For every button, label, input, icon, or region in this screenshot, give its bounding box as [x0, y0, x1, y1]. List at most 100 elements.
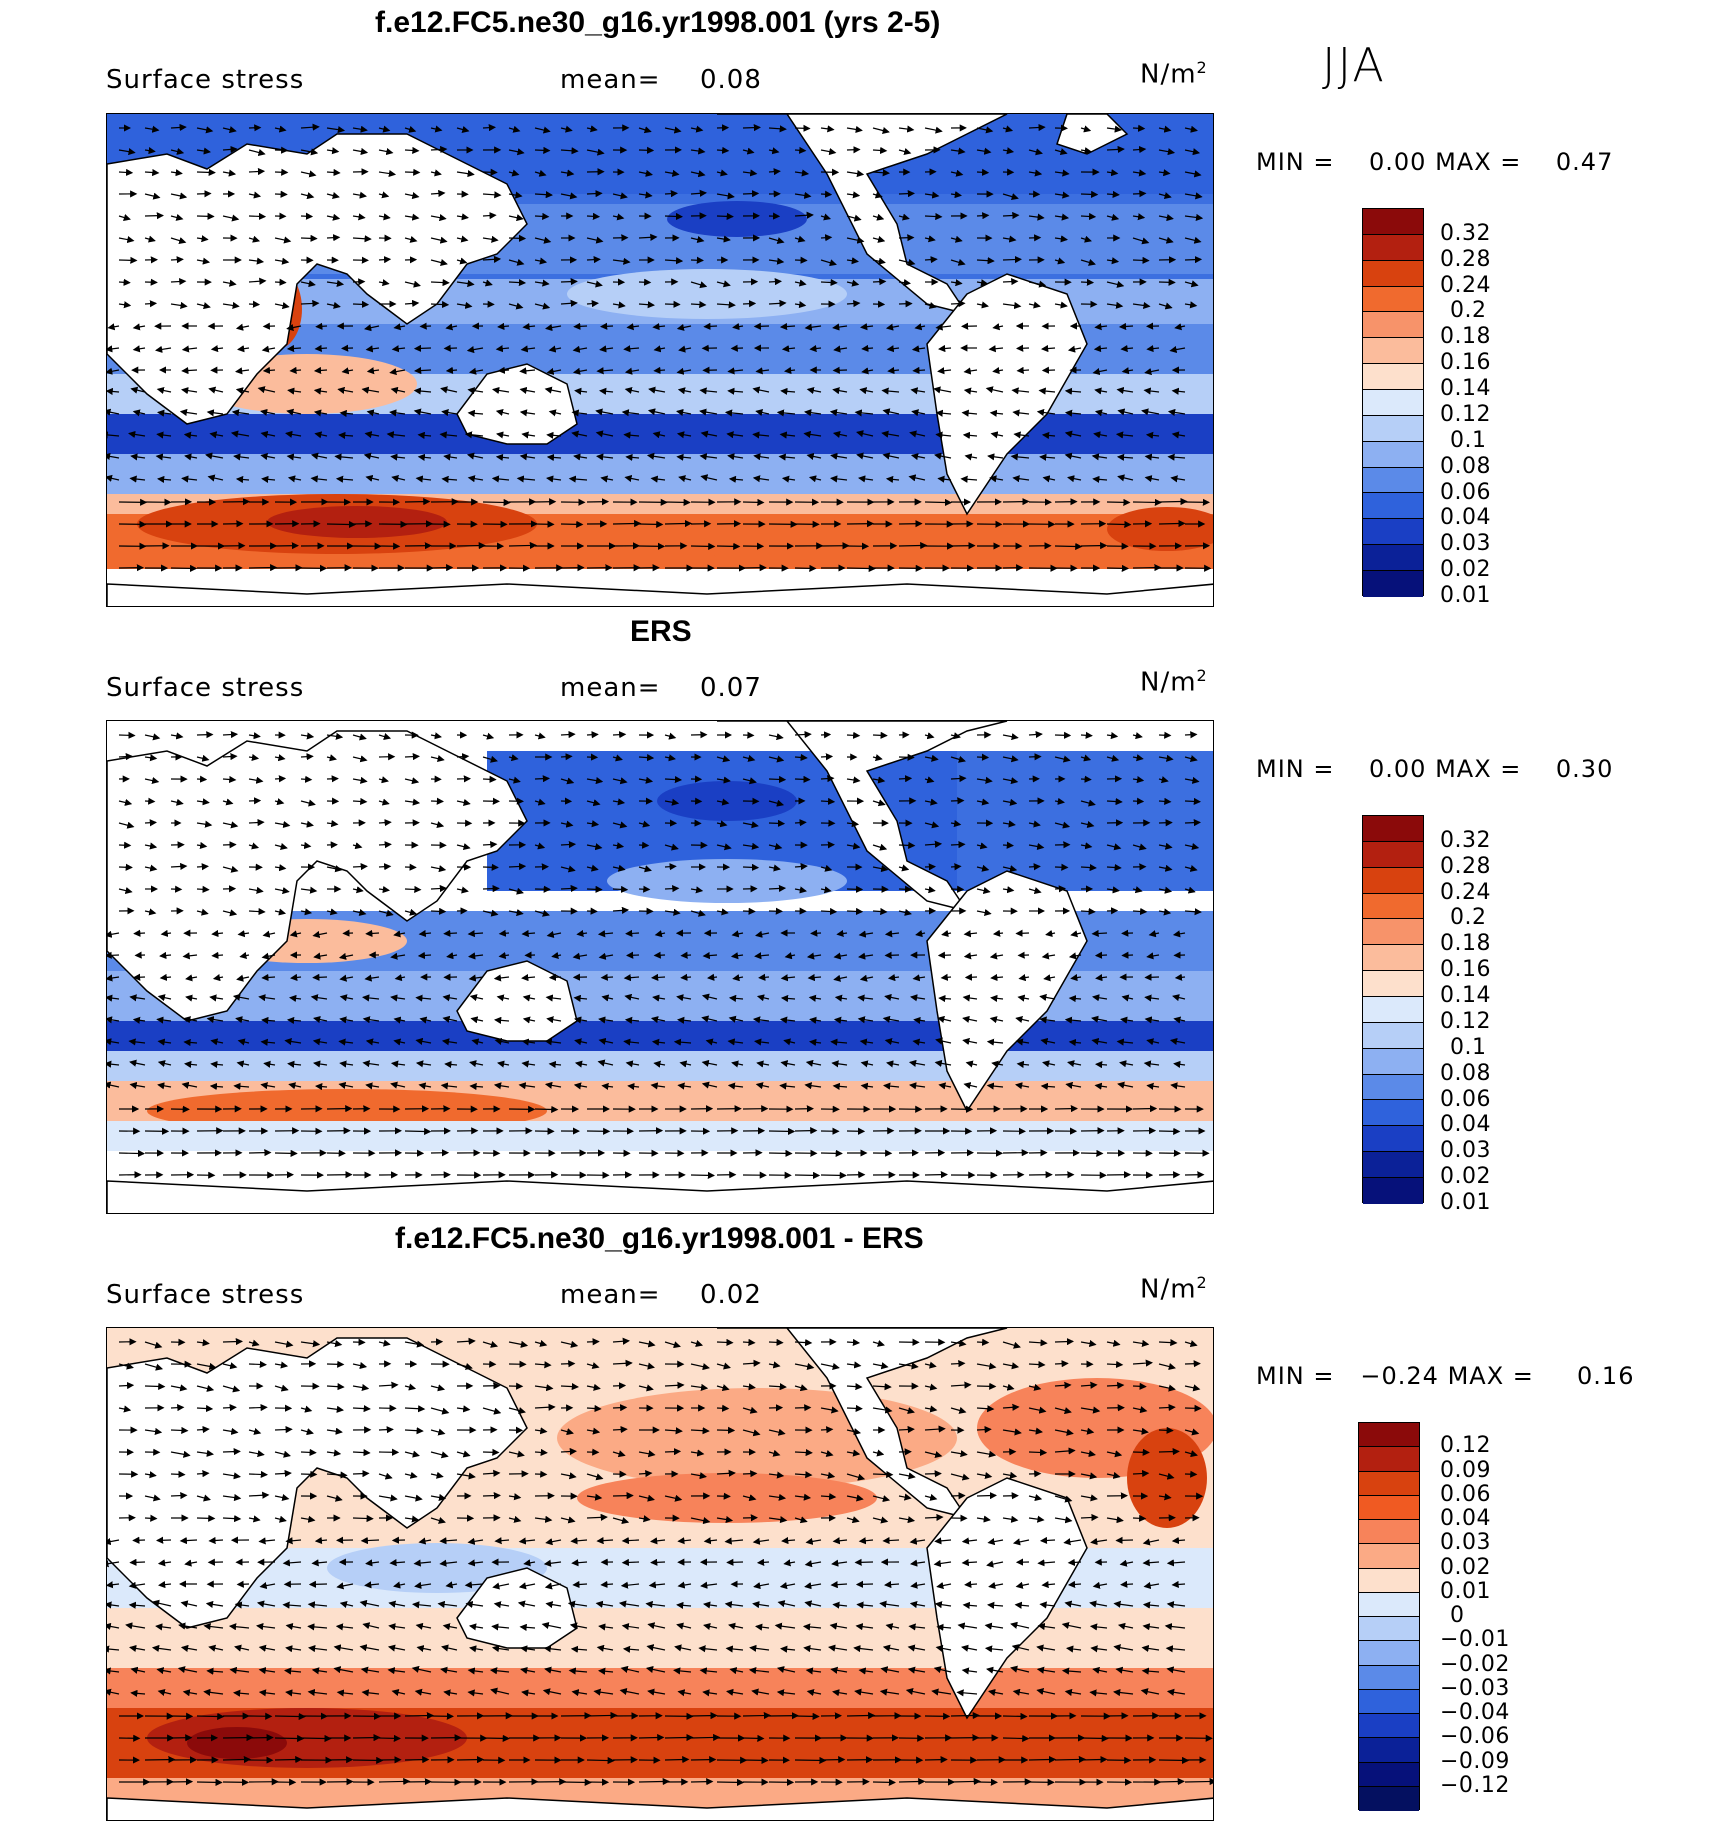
stress-vector	[655, 370, 666, 371]
stress-vector	[535, 150, 549, 151]
colorbar-tick-label: 0.2	[1450, 298, 1487, 323]
panel-3-mean-value: 0.02	[700, 1280, 762, 1310]
stress-vector	[431, 568, 452, 569]
stress-vector	[821, 911, 836, 912]
stress-vector	[681, 977, 691, 978]
stress-vector	[145, 1518, 156, 1519]
stress-vector	[249, 216, 265, 217]
colorbar-swatch	[1359, 1496, 1419, 1520]
stress-vector	[655, 955, 665, 956]
colorbar-tick-label: 0.06	[1440, 480, 1491, 505]
stress-vector	[665, 888, 678, 889]
stress-vector	[249, 1738, 273, 1739]
stress-vector	[821, 1153, 842, 1154]
stress-vector	[1041, 1540, 1055, 1541]
stress-vector	[107, 955, 119, 956]
colorbar-tick-label: 0.16	[1440, 350, 1491, 375]
stress-vector	[561, 1364, 574, 1365]
stress-vector	[1055, 867, 1067, 868]
stress-vector	[1003, 215, 1018, 216]
stress-vector	[769, 1153, 791, 1154]
colorbar-tick-label: 0.04	[1440, 1506, 1491, 1531]
colorbar-swatch	[1363, 338, 1423, 364]
stress-vector	[743, 127, 760, 128]
panel-3-field-label: Surface stress	[106, 1280, 304, 1310]
colorbar-swatch	[1363, 997, 1423, 1023]
panel-1-mean-label: mean=	[560, 65, 661, 95]
stress-vector	[613, 1496, 633, 1497]
colorbar-tick-label: −0.09	[1440, 1749, 1510, 1774]
stress-vector	[275, 282, 286, 283]
stress-vector	[743, 502, 763, 503]
stress-vector	[951, 1715, 979, 1716]
stress-vector	[379, 259, 390, 260]
colorbar-tick-label: −0.04	[1440, 1700, 1510, 1725]
stress-vector	[682, 955, 691, 956]
colorbar-tick-label: 0.18	[1440, 324, 1491, 349]
stress-vector	[1107, 524, 1130, 525]
stress-vector	[145, 801, 154, 802]
stress-vector	[769, 171, 780, 172]
stress-vector	[857, 1584, 873, 1585]
stress-vector	[415, 348, 431, 349]
stress-vector	[1017, 933, 1029, 934]
stress-vector	[847, 150, 859, 151]
colorbar-tick-label: 0.02	[1440, 1555, 1491, 1580]
panel-3-map	[106, 1327, 1214, 1821]
stress-vector	[613, 1429, 627, 1430]
stress-vector	[313, 977, 327, 978]
stress-vector	[873, 1474, 892, 1475]
colorbar-tick-label: 0.1	[1450, 428, 1487, 453]
colorbar-swatch	[1359, 1787, 1419, 1811]
stress-vector	[197, 889, 209, 890]
stress-vector	[171, 259, 183, 260]
stress-vector	[1133, 260, 1149, 261]
colorbar-swatch	[1359, 1569, 1419, 1593]
colorbar-swatch	[1363, 1152, 1423, 1178]
colorbar-swatch	[1363, 894, 1423, 920]
stress-vector	[847, 735, 859, 736]
stress-vector	[483, 888, 499, 889]
stress-vector	[821, 1429, 832, 1430]
colorbar-swatch	[1363, 312, 1423, 338]
stress-vector	[602, 977, 613, 978]
stress-vector	[1029, 866, 1040, 867]
stress-vector	[405, 150, 418, 151]
stress-vector	[197, 194, 210, 195]
stress-vector	[1121, 1584, 1133, 1585]
stress-vector	[197, 216, 214, 217]
stress-vector	[717, 1408, 728, 1409]
stress-vector	[171, 1430, 187, 1431]
stress-vector	[119, 1385, 133, 1386]
colorbar-swatch	[1363, 468, 1423, 494]
stress-vector	[223, 1738, 252, 1739]
colorbar-swatch	[1359, 1544, 1419, 1568]
panel-2-map	[106, 720, 1214, 1214]
stress-vector	[587, 259, 600, 260]
stress-vector	[483, 1452, 498, 1453]
stress-vector	[1029, 757, 1041, 758]
stress-vector	[301, 1452, 316, 1453]
panel-2-title: ERS	[630, 615, 692, 649]
stress-vector	[899, 1781, 924, 1782]
stress-vector	[249, 1407, 267, 1408]
colorbar-swatch	[1359, 1593, 1419, 1617]
stress-vector	[509, 545, 536, 546]
colorbar-tick-label: 0.08	[1440, 1061, 1491, 1086]
stress-vector	[1159, 1451, 1179, 1452]
stress-vector	[951, 1496, 965, 1497]
stress-vector	[873, 735, 887, 736]
colorbar-tick-label: 0.1	[1450, 1035, 1487, 1060]
colorbar-swatch	[1363, 209, 1423, 235]
colorbar-tick-label: −0.12	[1440, 1773, 1510, 1798]
stress-vector	[353, 1518, 373, 1519]
colorbar-tick-label: 0.03	[1440, 1138, 1491, 1163]
panel-2-units: N/m2	[1140, 666, 1208, 698]
stress-vector	[483, 502, 510, 503]
stress-vector	[623, 1562, 639, 1563]
stress-vector	[639, 845, 648, 846]
stress-vector	[1043, 370, 1055, 371]
stress-vector	[197, 1473, 208, 1474]
colorbar-tick-label: −0.03	[1440, 1676, 1510, 1701]
